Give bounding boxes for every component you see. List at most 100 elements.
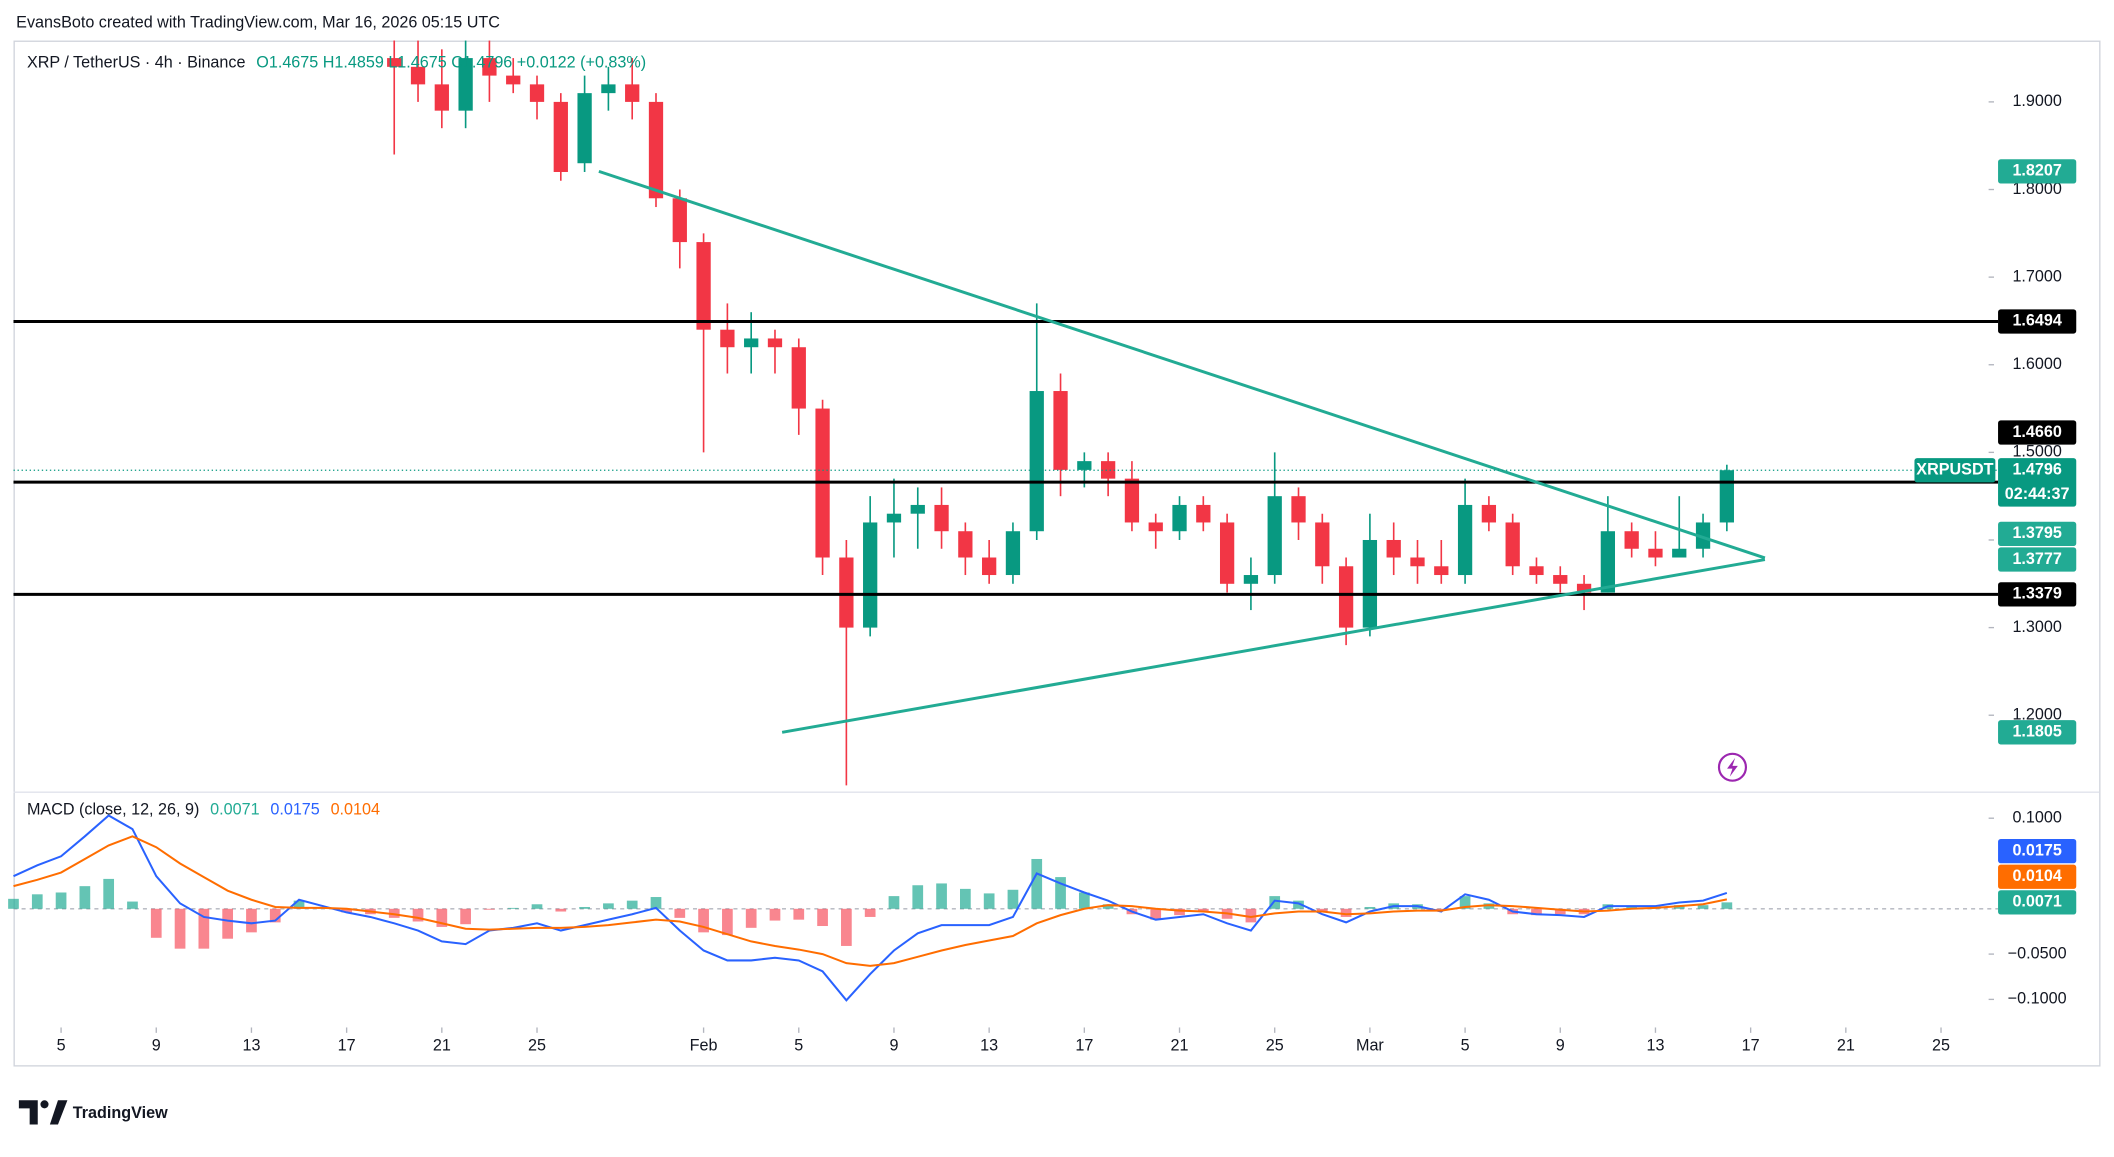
- candle-body: [1719, 470, 1734, 523]
- macd-badge: [1998, 839, 2077, 864]
- candle-body: [958, 531, 973, 558]
- histogram-bar: [983, 893, 995, 909]
- candle-body: [1695, 522, 1711, 549]
- chart-layer: 1.20001.30001.40001.50001.60001.70001.80…: [8, 40, 2077, 1055]
- histogram-bar: [31, 894, 43, 909]
- histogram-bar: [8, 898, 19, 909]
- brand-logo: TradingView: [18, 1100, 168, 1125]
- histogram-bar: [1031, 858, 1043, 909]
- histogram-bar: [1531, 908, 1542, 916]
- candle-body: [1600, 531, 1616, 593]
- histogram-bar: [507, 907, 519, 909]
- y-tick-label: 1.7000: [2012, 267, 2061, 285]
- histogram-bar: [793, 908, 805, 920]
- candle-body: [387, 58, 402, 67]
- histogram-bar: [293, 900, 305, 909]
- candle-body: [1077, 461, 1092, 470]
- y-tick-label: −0.0500: [2008, 944, 2067, 962]
- histogram-bar: [1697, 905, 1709, 909]
- macd-legend: MACD (close, 12, 26, 9) 0.0071 0.0175 0.010…: [27, 801, 380, 819]
- candle-body: [458, 58, 473, 111]
- trend-line: [781, 558, 1766, 734]
- x-tick-label: 9: [152, 1037, 161, 1055]
- histogram-bar: [1721, 902, 1733, 909]
- histogram-bar: [936, 883, 947, 909]
- y-tick-label: 1.2000: [2012, 705, 2061, 723]
- x-tick-label: 5: [794, 1037, 803, 1055]
- candle-body: [1196, 504, 1211, 523]
- candle-body: [1338, 566, 1354, 628]
- macd-badge: [1998, 890, 2077, 915]
- candle-body: [1291, 496, 1306, 523]
- histogram-bar: [1554, 908, 1566, 915]
- histogram-bar: [769, 908, 781, 921]
- candle-body: [1148, 522, 1163, 532]
- candle-body: [1672, 548, 1687, 558]
- histogram-bar: [1078, 892, 1090, 909]
- trend-badge: [1998, 159, 2077, 184]
- candle-body: [672, 198, 687, 243]
- candle-body: [1219, 522, 1235, 584]
- histogram-bar: [1293, 900, 1304, 909]
- ohlc-values: O1.4675 H1.4859 L1.4675 C1.4796 +0.0122 …: [256, 54, 646, 72]
- x-tick-label: Feb: [690, 1037, 718, 1055]
- candle-body: [529, 84, 545, 102]
- x-tick-label: 25: [528, 1037, 546, 1055]
- symbol-title: XRP / TetherUS · 4h · Binance: [27, 54, 246, 72]
- histogram-bar: [1316, 908, 1328, 912]
- histogram-bar: [912, 885, 924, 909]
- histogram-bar: [555, 908, 567, 912]
- histogram-bar: [79, 886, 91, 909]
- histogram-bar: [150, 908, 162, 938]
- y-tick-label: 1.5000: [2012, 443, 2061, 461]
- histogram-bar: [341, 908, 352, 913]
- histogram-bar: [698, 908, 709, 933]
- level-label: 1.3379: [2012, 585, 2061, 603]
- level-label: 1.4660: [2012, 423, 2061, 441]
- candle-body: [625, 84, 640, 102]
- macd-line: [13, 835, 1728, 967]
- trend-label: 1.8207: [2012, 162, 2061, 180]
- histogram-bar: [1197, 908, 1209, 912]
- histogram-bar: [174, 908, 186, 949]
- trend-line: [598, 169, 1766, 560]
- x-tick-label: 25: [1932, 1037, 1950, 1055]
- candle-body: [1029, 391, 1044, 532]
- candle-body: [1529, 566, 1544, 576]
- candle-body: [577, 93, 592, 164]
- histogram-bar: [103, 878, 115, 909]
- brand-name: TradingView: [73, 1104, 168, 1122]
- candle-body: [410, 66, 426, 85]
- candle-body: [839, 557, 854, 628]
- candle-body: [1648, 548, 1663, 558]
- x-tick-label: Mar: [1356, 1037, 1384, 1055]
- histogram-bar: [412, 908, 424, 922]
- trend-label: 1.3795: [2012, 524, 2061, 542]
- symbol-badge: [1914, 458, 1996, 483]
- countdown: 02:44:37: [2005, 485, 2070, 503]
- candle-body: [863, 522, 878, 628]
- x-tick-label: 21: [433, 1037, 451, 1055]
- histogram-bar: [484, 908, 495, 910]
- candle-body: [886, 513, 902, 523]
- histogram-bar: [1435, 908, 1447, 910]
- histogram-bar: [650, 897, 662, 909]
- candle-body: [1100, 461, 1116, 479]
- candle-body: [1005, 531, 1021, 576]
- trend-badge: [1998, 521, 2077, 547]
- candle-body: [1553, 575, 1568, 584]
- candle-body: [1124, 478, 1140, 523]
- histogram-bar: [246, 908, 257, 933]
- candle-body: [1624, 531, 1639, 549]
- histogram-bar: [198, 908, 210, 949]
- macd-hist-value: 0.0071: [210, 801, 259, 819]
- histogram-bar: [269, 908, 281, 923]
- candle-body: [744, 338, 759, 348]
- histogram-bar: [1055, 877, 1066, 909]
- macd-badge-label: 0.0104: [2012, 867, 2061, 885]
- trend-badge: [1998, 547, 2077, 572]
- histogram-bar: [626, 900, 638, 909]
- histogram-bar: [436, 908, 448, 927]
- candle-body: [1410, 557, 1425, 567]
